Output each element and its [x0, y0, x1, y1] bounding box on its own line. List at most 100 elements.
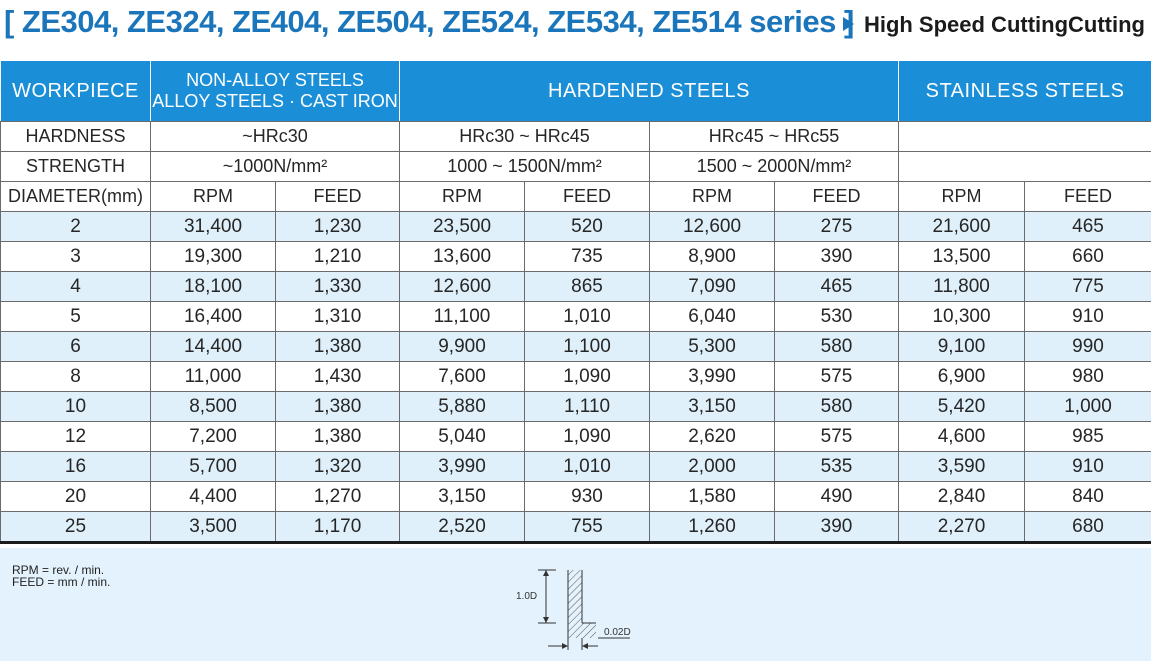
- rpm-cell: 18,100: [150, 271, 276, 302]
- feed-cell: 465: [1024, 211, 1151, 242]
- page-title: [ ZE304, ZE324, ZE404, ZE504, ZE524, ZE5…: [4, 4, 854, 39]
- width-dimension: [548, 637, 630, 650]
- group-header-line2: ALLOY STEELS · CAST IRON: [152, 91, 398, 111]
- feed-label: FEED: [524, 181, 651, 212]
- feed-cell: 1,380: [274, 421, 401, 452]
- rpm-cell: 19,300: [150, 241, 276, 272]
- rpm-cell: 9,900: [399, 331, 526, 362]
- strength-label: STRENGTH: [0, 151, 151, 182]
- depth-label: 1.0D: [516, 591, 537, 602]
- rpm-cell: 5,880: [399, 391, 526, 422]
- feed-cell: 1,170: [274, 511, 401, 544]
- rpm-cell: 5,420: [898, 391, 1026, 422]
- diameter-cell: 4: [0, 271, 151, 302]
- group-header-non-alloy: NON-ALLOY STEELS ALLOY STEELS · CAST IRO…: [149, 61, 401, 122]
- rpm-cell: 5,040: [399, 421, 526, 452]
- feed-cell: 660: [1024, 241, 1151, 272]
- table-row: 8 11,000 1,430 7,600 1,090 3,990 575 6,900 980: [0, 361, 1151, 392]
- column-label-row: DIAMETER(mm) RPM FEED RPM FEED RPM FEED …: [0, 181, 1151, 212]
- rpm-label: RPM: [150, 181, 276, 212]
- rpm-cell: 14,400: [150, 331, 276, 362]
- rpm-cell: 11,000: [150, 361, 276, 392]
- feed-label: FEED: [1024, 181, 1151, 212]
- feed-cell: 910: [1024, 451, 1151, 482]
- workpiece-header: WORKPIECE: [0, 61, 151, 122]
- feed-cell: 1,090: [524, 361, 651, 392]
- diameter-cell: 12: [0, 421, 151, 452]
- group-header-stainless: STAINLESS STEELS: [898, 61, 1151, 122]
- feed-cell: 775: [1024, 271, 1151, 302]
- rpm-cell: 31,400: [150, 211, 276, 242]
- feed-cell: 1,010: [524, 451, 651, 482]
- rpm-definition: RPM = rev. / min.: [12, 563, 105, 577]
- feed-cell: 275: [774, 211, 900, 242]
- diameter-cell: 6: [0, 331, 151, 362]
- feed-cell: 1,210: [274, 241, 401, 272]
- rpm-cell: 5,300: [649, 331, 776, 362]
- rpm-cell: 6,900: [898, 361, 1026, 392]
- rpm-cell: 1,580: [649, 481, 776, 512]
- feed-cell: 735: [524, 241, 651, 272]
- title-bar: [ ZE304, ZE324, ZE404, ZE504, ZE524, ZE5…: [0, 0, 1151, 52]
- strength-cell: 1000 ~ 1500N/mm²: [399, 151, 651, 182]
- cutting-conditions-table: WORKPIECE NON-ALLOY STEELS ALLOY STEELS …: [0, 61, 1151, 544]
- rpm-cell: 12,600: [649, 211, 776, 242]
- rpm-cell: 8,900: [649, 241, 776, 272]
- feed-cell: 465: [774, 271, 900, 302]
- group-header-line1: NON-ALLOY STEELS: [186, 70, 364, 90]
- rpm-label: RPM: [898, 181, 1026, 212]
- rpm-label: RPM: [649, 181, 776, 212]
- feed-label: FEED: [274, 181, 401, 212]
- feed-cell: 1,430: [274, 361, 401, 392]
- feed-cell: 580: [774, 331, 900, 362]
- diameter-cell: 20: [0, 481, 151, 512]
- feed-cell: 1,110: [524, 391, 651, 422]
- hardness-cell: [898, 121, 1151, 152]
- rpm-cell: 2,520: [399, 511, 526, 544]
- legend: RPM = rev. / min. FEED = mm / min.: [12, 564, 110, 588]
- rpm-cell: 11,100: [399, 301, 526, 332]
- rpm-cell: 8,500: [150, 391, 276, 422]
- cutting-depth-diagram: 1.0D 0.02D: [516, 569, 631, 650]
- feed-cell: 1,380: [274, 331, 401, 362]
- feed-cell: 1,100: [524, 331, 651, 362]
- hardness-label: HARDNESS: [0, 121, 151, 152]
- rpm-cell: 2,270: [898, 511, 1026, 544]
- diameter-cell: 16: [0, 451, 151, 482]
- feed-cell: 980: [1024, 361, 1151, 392]
- feed-cell: 865: [524, 271, 651, 302]
- rpm-cell: 10,300: [898, 301, 1026, 332]
- rpm-cell: 7,600: [399, 361, 526, 392]
- section-subtitle: High Speed CuttingCutting: [842, 12, 1145, 38]
- feed-cell: 840: [1024, 481, 1151, 512]
- feed-cell: 390: [774, 241, 900, 272]
- rpm-cell: 7,200: [150, 421, 276, 452]
- diameter-cell: 25: [0, 511, 151, 544]
- table-row: 16 5,700 1,320 3,990 1,010 2,000 535 3,590 910: [0, 451, 1151, 482]
- rpm-cell: 16,400: [150, 301, 276, 332]
- feed-cell: 535: [774, 451, 900, 482]
- rpm-cell: 2,620: [649, 421, 776, 452]
- rpm-cell: 3,590: [898, 451, 1026, 482]
- feed-cell: 490: [774, 481, 900, 512]
- table-row: 25 3,500 1,170 2,520 755 1,260 390 2,270 680: [0, 511, 1151, 544]
- table-row: 20 4,400 1,270 3,150 930 1,580 490 2,840 840: [0, 481, 1151, 512]
- table-row: 10 8,500 1,380 5,880 1,110 3,150 580 5,420 1,000: [0, 391, 1151, 422]
- width-label: 0.02D: [604, 627, 631, 638]
- diameter-cell: 3: [0, 241, 151, 272]
- feed-cell: 985: [1024, 421, 1151, 452]
- rpm-cell: 13,600: [399, 241, 526, 272]
- feed-cell: 1,000: [1024, 391, 1151, 422]
- table-row: 5 16,400 1,310 11,100 1,010 6,040 530 10,300 910: [0, 301, 1151, 332]
- rpm-cell: 3,500: [150, 511, 276, 544]
- feed-cell: 990: [1024, 331, 1151, 362]
- strength-cell: ~1000N/mm²: [149, 151, 401, 182]
- feed-cell: 755: [524, 511, 651, 544]
- feed-label: FEED: [774, 181, 900, 212]
- strength-row: STRENGTH ~1000N/mm² 1000 ~ 1500N/mm² 150…: [0, 151, 1151, 182]
- rpm-cell: 3,990: [649, 361, 776, 392]
- hardness-cell: HRc30 ~ HRc45: [399, 121, 651, 152]
- rpm-cell: 4,400: [150, 481, 276, 512]
- feed-cell: 530: [774, 301, 900, 332]
- feed-cell: 1,310: [274, 301, 401, 332]
